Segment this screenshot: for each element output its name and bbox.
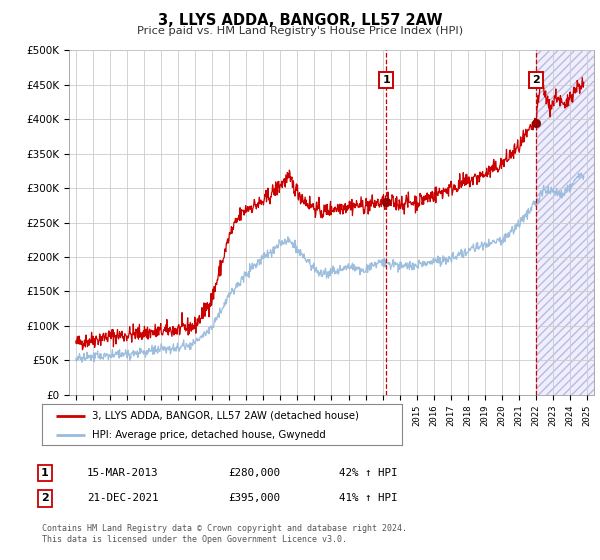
Bar — [536, 50, 594, 395]
Text: Price paid vs. HM Land Registry's House Price Index (HPI): Price paid vs. HM Land Registry's House … — [137, 26, 463, 36]
Text: £395,000: £395,000 — [228, 493, 280, 503]
Text: Contains HM Land Registry data © Crown copyright and database right 2024.: Contains HM Land Registry data © Crown c… — [42, 524, 407, 533]
Text: 2: 2 — [41, 493, 49, 503]
Text: 3, LLYS ADDA, BANGOR, LL57 2AW (detached house): 3, LLYS ADDA, BANGOR, LL57 2AW (detached… — [92, 411, 359, 421]
Bar — [536, 50, 594, 395]
Text: £280,000: £280,000 — [228, 468, 280, 478]
Text: 1: 1 — [41, 468, 49, 478]
Text: 2: 2 — [532, 74, 539, 85]
Text: 21-DEC-2021: 21-DEC-2021 — [87, 493, 158, 503]
Text: This data is licensed under the Open Government Licence v3.0.: This data is licensed under the Open Gov… — [42, 535, 347, 544]
Text: 15-MAR-2013: 15-MAR-2013 — [87, 468, 158, 478]
Text: 41% ↑ HPI: 41% ↑ HPI — [339, 493, 397, 503]
Text: 42% ↑ HPI: 42% ↑ HPI — [339, 468, 397, 478]
Text: 3, LLYS ADDA, BANGOR, LL57 2AW: 3, LLYS ADDA, BANGOR, LL57 2AW — [158, 13, 442, 28]
Text: HPI: Average price, detached house, Gwynedd: HPI: Average price, detached house, Gwyn… — [92, 430, 326, 440]
Text: 1: 1 — [382, 74, 390, 85]
